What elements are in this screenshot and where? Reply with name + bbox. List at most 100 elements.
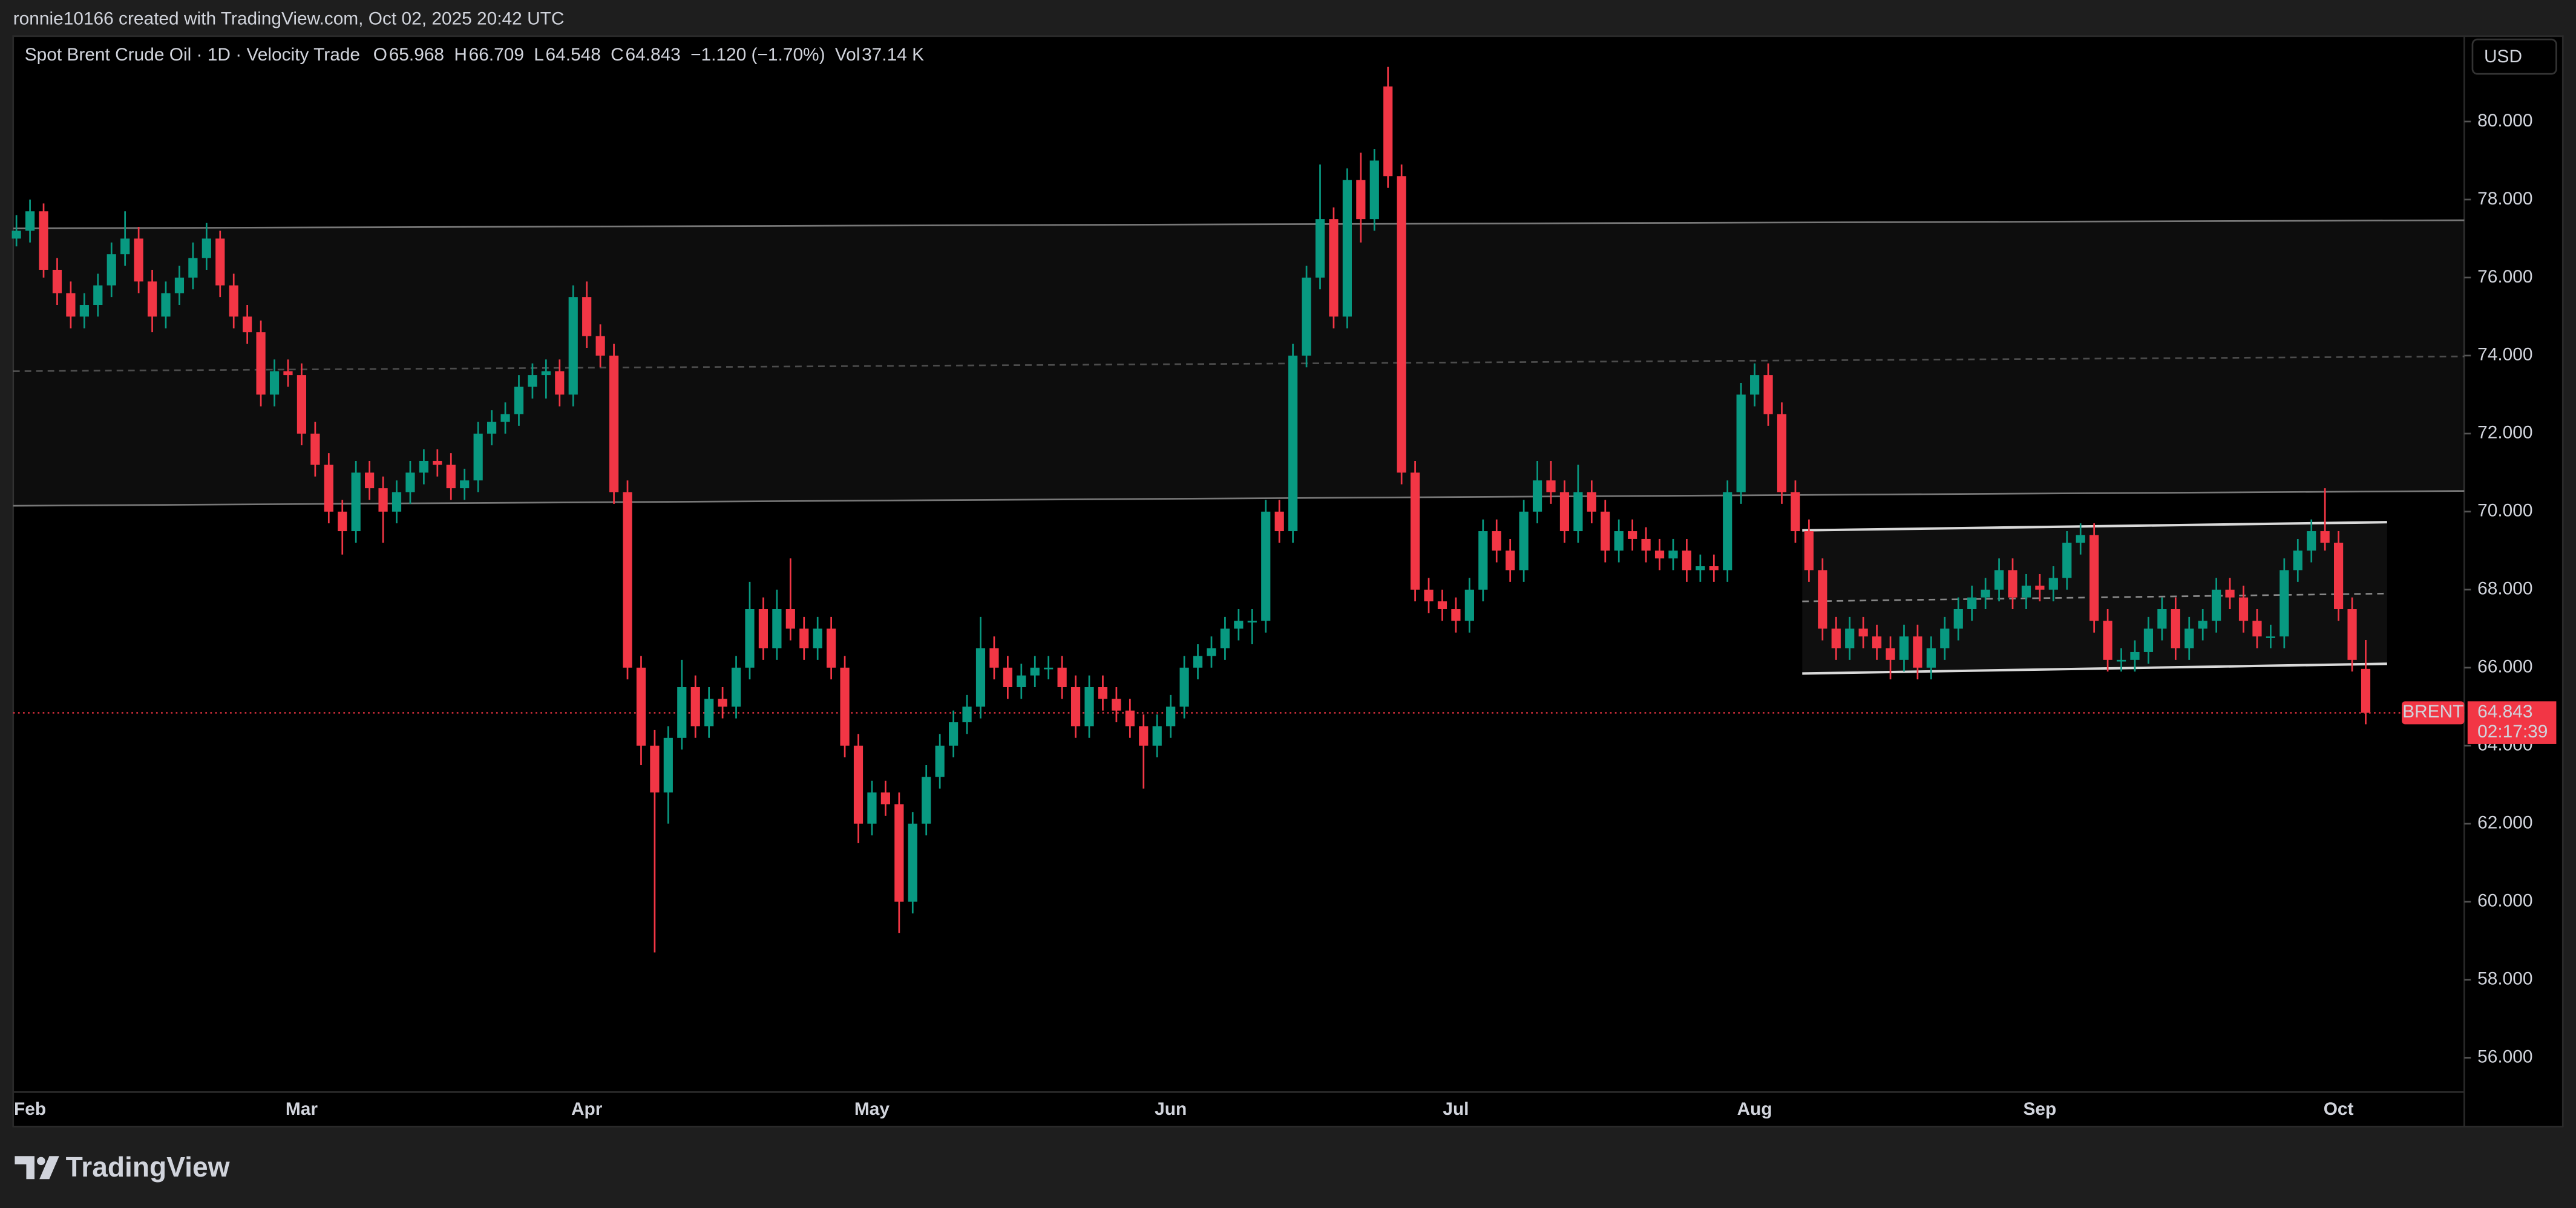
candle-body	[1179, 667, 1189, 707]
candle-body	[392, 492, 402, 512]
legend-text: −1.120 (−1.70%)	[690, 45, 825, 65]
candle-body	[487, 422, 497, 434]
candle-body	[39, 211, 48, 270]
header: Spot Brent Crude Oil · 1D · Velocity Tra…	[25, 45, 924, 65]
candle-body	[2143, 628, 2154, 652]
candle-body	[1750, 375, 1760, 395]
candle-body	[25, 211, 35, 231]
legend-text: O	[373, 45, 387, 65]
candle-body	[731, 667, 741, 707]
x-tick-label: Jun	[1155, 1099, 1187, 1119]
plot-background	[12, 35, 2564, 1128]
countdown: 02:17:39	[2477, 722, 2548, 742]
candle-body	[1532, 480, 1542, 512]
candle-body	[1397, 176, 1406, 473]
candle-body	[215, 238, 225, 286]
candle-body	[1356, 180, 1366, 220]
candle-body	[528, 375, 537, 387]
candle-body	[1478, 531, 1488, 590]
candle-body	[405, 472, 415, 492]
candle-body	[1696, 566, 1705, 570]
x-tick-label: Apr	[571, 1099, 603, 1119]
x-tick-label: May	[854, 1099, 890, 1119]
candle-body	[1967, 597, 1977, 610]
candle-body	[1858, 628, 1868, 637]
currency-button[interactable]	[2471, 38, 2557, 75]
candle-body	[243, 316, 252, 333]
candle-body	[1519, 511, 1529, 570]
candle-body	[1315, 219, 1325, 278]
candle-body	[541, 371, 551, 376]
candle-body	[677, 687, 687, 738]
candle-body	[690, 687, 700, 726]
candle-body	[1845, 628, 1855, 648]
brand-logo	[15, 1156, 59, 1180]
candle-body	[1410, 472, 1420, 590]
candle-body	[609, 355, 619, 492]
candle-body	[2238, 597, 2249, 621]
candle-body	[174, 277, 185, 293]
candle-body	[1506, 550, 1515, 570]
candle-body	[1112, 699, 1121, 711]
candle-body	[283, 371, 293, 376]
candle-body	[813, 628, 822, 648]
candle-body	[1098, 687, 1108, 699]
candle-body	[867, 792, 877, 824]
candle-body	[433, 460, 442, 465]
legend-text: Spot Brent Crude Oil · 1D · Velocity Tra…	[25, 45, 360, 65]
candle-body	[256, 332, 266, 395]
candle-body	[1587, 492, 1596, 512]
last-price-name-bg	[2402, 701, 2465, 725]
x-tick-label: Aug	[1737, 1099, 1772, 1119]
candle-body	[1559, 492, 1570, 532]
candle-body	[1017, 675, 1026, 687]
candle-body	[1682, 550, 1692, 570]
candle-body	[1003, 667, 1012, 687]
candle-body	[1139, 726, 1149, 746]
candle-body	[1329, 219, 1339, 317]
candle-body	[1492, 531, 1501, 551]
x-tick-label: Oct	[2324, 1099, 2354, 1119]
candle-body	[134, 238, 143, 282]
candle-body	[93, 285, 103, 305]
candle-body	[2008, 570, 2017, 598]
candle-body	[324, 465, 333, 512]
candle-body	[1614, 531, 1624, 551]
candle-body	[1654, 550, 1665, 559]
candle-body	[840, 667, 850, 746]
legend-text: 37.14 K	[862, 45, 924, 65]
candle-body	[2307, 531, 2316, 551]
legend-text: H	[454, 45, 467, 65]
candle-body	[2225, 589, 2235, 598]
legend-text: L	[534, 45, 544, 65]
candle-body	[1234, 621, 1244, 629]
candle-body	[1057, 667, 1067, 687]
candle-body	[473, 433, 483, 481]
candle-body	[718, 699, 727, 707]
candle-body	[2279, 570, 2289, 637]
candle-body	[568, 297, 578, 395]
last-price-name: BRENT	[2402, 702, 2463, 722]
candle-body	[1913, 636, 1922, 668]
candle-body	[2212, 589, 2221, 621]
candle-body	[351, 472, 361, 532]
candle-body	[1546, 480, 1556, 492]
y-tick-label: 70.000	[2477, 501, 2532, 521]
candle-body	[1818, 570, 1827, 629]
candle-body	[1220, 628, 1230, 648]
candle-body	[79, 305, 89, 317]
currency: USD	[2484, 47, 2522, 67]
candle-body	[2252, 621, 2262, 637]
candle-body	[161, 293, 171, 317]
candle-body	[2320, 531, 2330, 543]
candle-body	[365, 472, 375, 489]
candle-body	[1709, 566, 1719, 570]
candle-body	[1288, 355, 1298, 532]
candle-body	[1451, 609, 1461, 621]
y-tick-label: 60.000	[2477, 891, 2532, 911]
candle-body	[1207, 648, 1216, 656]
candle-body	[229, 285, 238, 317]
candle-body	[1831, 628, 1841, 648]
candle-body	[1193, 656, 1203, 668]
candle-body	[1668, 550, 1678, 559]
